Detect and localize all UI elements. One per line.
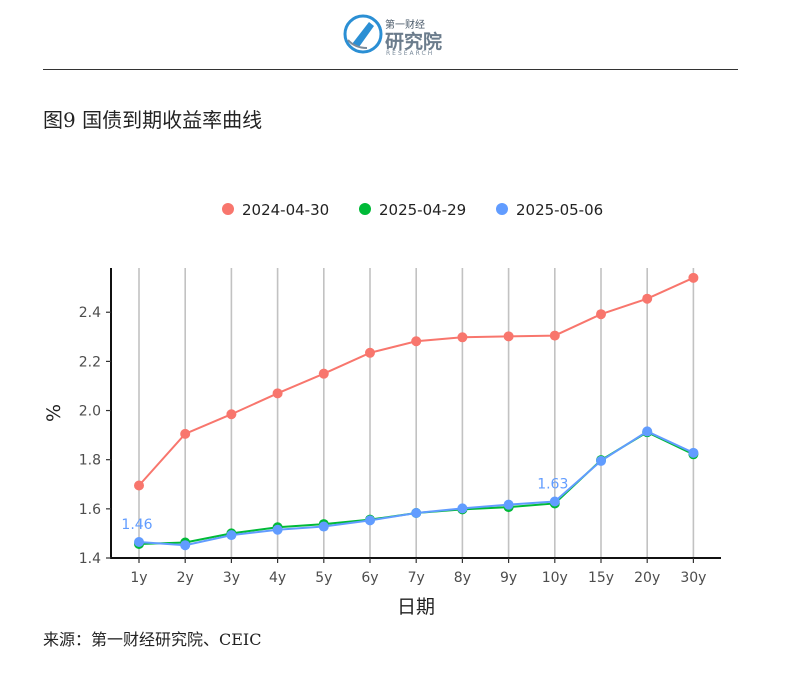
x-tick-label-7y: 7y	[408, 570, 425, 586]
point-2025-05-06-9y	[503, 499, 514, 510]
logo-name-text: 研究院	[385, 31, 443, 53]
source-note: 来源：第一财经研究院、CEIC	[43, 630, 262, 649]
legend-label-2025-04-29: 2025-04-29	[379, 201, 466, 219]
x-tick-label-8y: 8y	[454, 570, 471, 586]
y-tick-label-1.8: 1.8	[79, 453, 101, 469]
point-2024-04-30-1y	[134, 480, 144, 491]
report-header: 第一财经 研究院 RESEARCH	[0, 0, 796, 70]
point-2025-05-06-20y	[642, 426, 653, 437]
y-tick-label-2.0: 2.0	[79, 404, 101, 420]
point-2024-04-30-4y	[272, 388, 283, 399]
x-axis-title: 日期	[397, 596, 435, 618]
y-axis-title: %	[43, 404, 65, 422]
point-2025-05-06-7y	[411, 508, 422, 519]
x-tick-label-2y: 2y	[177, 570, 194, 586]
x-tick-label-30y: 30y	[680, 570, 706, 586]
x-tick-label-15y: 15y	[588, 570, 614, 586]
y-tick-label-1.6: 1.6	[79, 502, 101, 518]
legend-marker-2024-04-30	[222, 203, 234, 215]
x-tick-label-20y: 20y	[634, 570, 660, 586]
y-tick-label-1.4: 1.4	[79, 551, 101, 567]
point-2024-04-30-6y	[365, 347, 375, 358]
figure-title: 图9 国债到期收益率曲线	[43, 108, 263, 132]
point-2025-05-06-15y	[596, 455, 606, 466]
point-2024-04-30-2y	[180, 428, 191, 439]
point-2024-04-30-9y	[503, 331, 514, 342]
logo-icon	[343, 14, 383, 54]
logo: 第一财经 研究院 RESEARCH	[343, 14, 443, 58]
point-2024-04-30-3y	[226, 409, 237, 420]
annotation-1.46: 1.46	[121, 517, 152, 533]
x-tick-label-3y: 3y	[223, 570, 240, 586]
legend-marker-2025-04-29	[359, 203, 371, 215]
y-tick-label-2.2: 2.2	[79, 354, 101, 370]
point-2025-05-06-5y	[318, 521, 329, 532]
legend-label-2024-04-30: 2024-04-30	[242, 201, 329, 219]
logo-sub-text: RESEARCH	[386, 50, 435, 57]
x-tick-label-10y: 10y	[542, 570, 568, 586]
x-tick-label-6y: 6y	[361, 570, 378, 586]
point-2025-05-06-2y	[180, 540, 191, 551]
point-2024-04-30-7y	[411, 336, 422, 347]
point-2024-04-30-15y	[596, 309, 606, 320]
point-2024-04-30-5y	[318, 368, 329, 379]
x-tick-label-5y: 5y	[315, 570, 332, 586]
point-2024-04-30-8y	[457, 332, 468, 343]
x-tick-label-9y: 9y	[500, 570, 517, 586]
x-tick-label-1y: 1y	[130, 570, 147, 586]
point-2025-05-06-3y	[226, 530, 237, 541]
header-divider	[43, 69, 738, 70]
point-2025-05-06-10y	[549, 496, 560, 507]
point-2024-04-30-20y	[642, 293, 653, 304]
legend-marker-2025-05-06	[496, 203, 508, 215]
logo-small-text: 第一财经	[385, 20, 425, 31]
x-tick-label-4y: 4y	[269, 570, 286, 586]
legend-label-2025-05-06: 2025-05-06	[516, 201, 603, 219]
point-2025-05-06-30y	[688, 447, 699, 458]
point-2024-04-30-30y	[688, 272, 699, 283]
point-2025-05-06-4y	[272, 524, 283, 535]
y-tick-label-2.4: 2.4	[79, 305, 101, 321]
point-2025-05-06-1y	[134, 537, 144, 548]
point-2024-04-30-10y	[549, 330, 560, 341]
point-2025-05-06-6y	[365, 515, 375, 526]
point-2025-05-06-8y	[457, 503, 468, 514]
yield-curve-chart: 1.4 1.6 1.8 2.0 2.2 2.4 1y 2y 3y 4y 5y 6y 7y 8y 9y 10y 1…	[43, 201, 721, 618]
annotation-1.63: 1.63	[537, 476, 568, 492]
